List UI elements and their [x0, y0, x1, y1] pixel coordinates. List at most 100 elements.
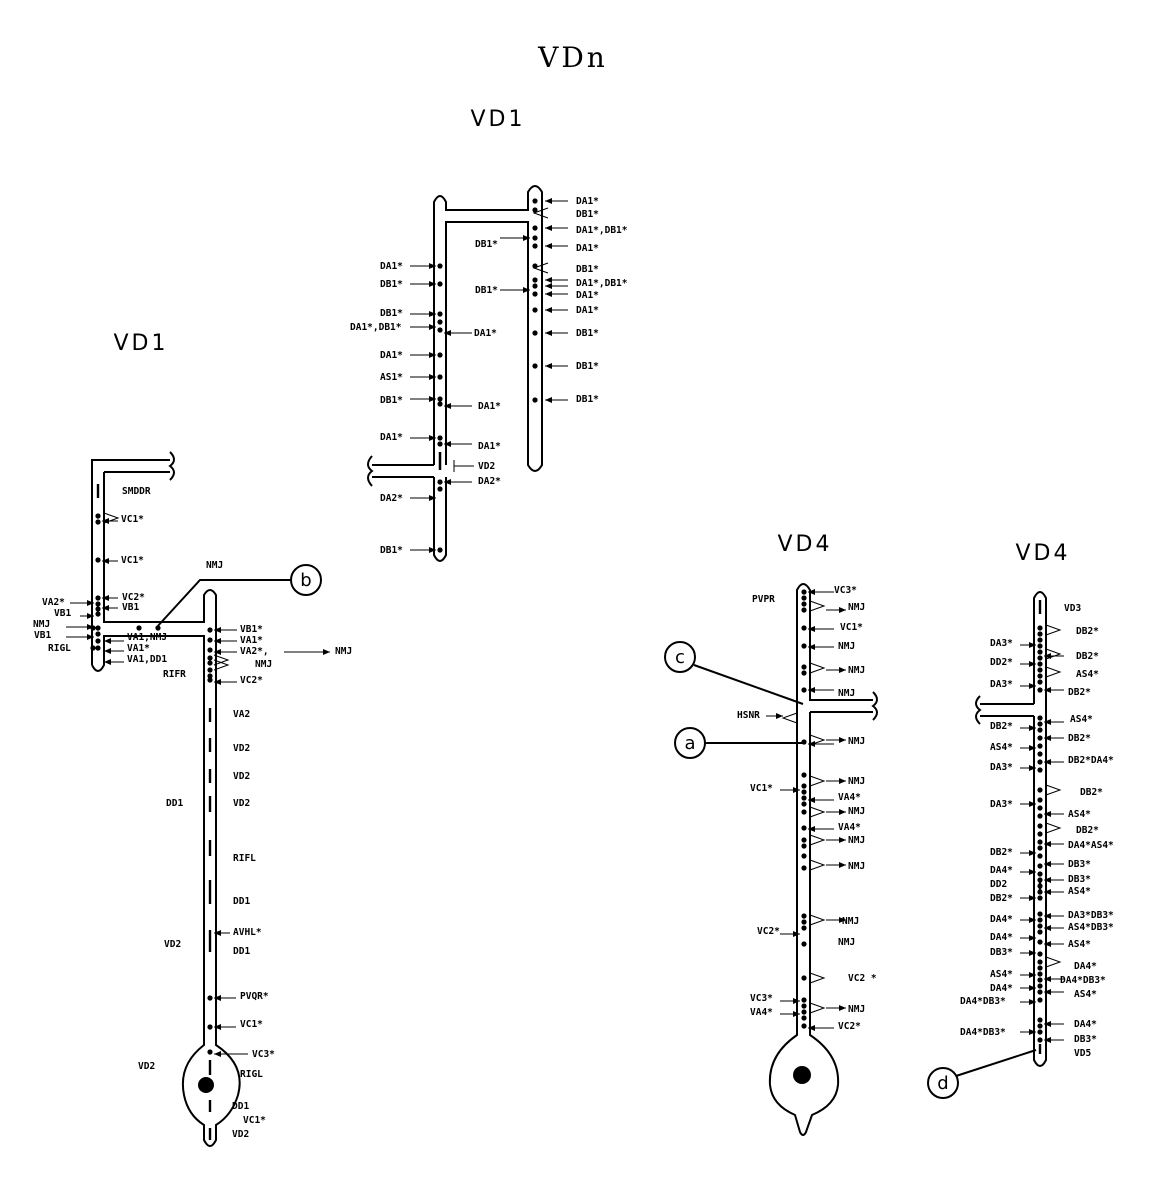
- synapse-chevron: [809, 859, 826, 871]
- vd1-top-label: DA1*: [478, 401, 501, 412]
- synapse-chevron: [809, 662, 826, 674]
- synapse-dot: [437, 547, 443, 553]
- synapse-dot: [801, 1015, 807, 1021]
- synapse-dot: [1037, 971, 1043, 977]
- vd4-mid-label: VA4*: [750, 1007, 773, 1018]
- vd1-left-label: VC2*: [240, 675, 263, 686]
- vd4-mid-label: VC1*: [840, 622, 863, 633]
- vd1-top-label: AS1*: [380, 372, 403, 383]
- synapse-dot: [532, 283, 538, 289]
- synapse-dot: [801, 795, 807, 801]
- synapse-dot: [801, 925, 807, 931]
- synapse-dot: [437, 479, 443, 485]
- synapse-chevron: [213, 654, 230, 666]
- vd4-right-label: DA4*: [990, 914, 1013, 925]
- synapse-dot: [1037, 997, 1043, 1003]
- synapse-chevron: [809, 600, 826, 612]
- synapse-dot: [207, 647, 213, 653]
- vd1-left-label: DD1: [233, 946, 250, 957]
- vd1-left-label: VC1*: [121, 555, 144, 566]
- vd4-mid-label: NMJ: [848, 1004, 865, 1015]
- vd4-right-label: AS4*: [1070, 714, 1093, 725]
- vd2-junction: [453, 460, 474, 472]
- marker-c: c: [664, 641, 804, 705]
- vd1-top-label: VD2: [478, 461, 495, 472]
- synapse-dot: [801, 687, 807, 693]
- synapse-dot: [1037, 637, 1043, 643]
- marker-b: b: [155, 564, 322, 629]
- vd4-right-label: DB3*: [1068, 859, 1091, 870]
- vd1-top-label: DB1*: [475, 285, 498, 296]
- vd1-left-label: VB1*: [240, 624, 263, 635]
- vd1-left-label: RIGL: [48, 643, 71, 654]
- heading-vd1-left: VD1: [114, 331, 169, 356]
- synapse-dot: [1037, 951, 1043, 957]
- vd1-top-label: DB1*: [576, 264, 599, 275]
- synapse-dot: [207, 677, 213, 683]
- vd1-left-label: VA1,NMJ: [127, 632, 167, 643]
- vd4-right-label: DA4*DB3*: [1060, 975, 1106, 986]
- synapse-dot: [136, 625, 142, 631]
- synapse-dot: [95, 519, 101, 525]
- vd1-left-label: VB1: [54, 608, 71, 619]
- synapse-chevron: [1045, 822, 1062, 834]
- vd1-left-label: NMJ: [206, 560, 223, 571]
- synapse-dot: [1037, 805, 1043, 811]
- vd1-top-label: DB1*: [475, 239, 498, 250]
- synapse-dot: [1037, 983, 1043, 989]
- vd1-top-label: DB1*: [380, 279, 403, 290]
- synapse-dot: [1037, 895, 1043, 901]
- synapse-dot: [801, 825, 807, 831]
- synapse-chevron: [809, 806, 826, 818]
- vd4-right-label: DD2*: [990, 657, 1013, 668]
- synapse-dot: [801, 739, 807, 745]
- synapse-dot: [1037, 1017, 1043, 1023]
- synapse-chevron: [809, 1002, 826, 1014]
- synapse-dot: [95, 595, 101, 601]
- vd1-left-label: VC2*: [122, 592, 145, 603]
- vd4-right-labels: VD3 DA3* DB2* DD2* DB2* AS4* DA3* DB2* D…: [960, 603, 1114, 1059]
- synapse-chevron: [532, 207, 549, 219]
- heading-vd4-middle: VD4: [778, 532, 833, 557]
- synapse-dot: [1037, 823, 1043, 829]
- vd4-mid-label: VC3*: [750, 993, 773, 1004]
- synapse-chevron: [809, 834, 826, 846]
- synapse-dot: [801, 1003, 807, 1009]
- synapse-dot: [207, 637, 213, 643]
- synapse-dot: [1037, 767, 1043, 773]
- vd4-right-label: DA4*: [990, 932, 1013, 943]
- vd1-top-label: DA2*: [478, 476, 501, 487]
- synapse-dot: [1037, 917, 1043, 923]
- synapse-dot: [1037, 643, 1043, 649]
- synapse-dot: [532, 235, 538, 241]
- vd1-left-label: RIGL: [240, 1069, 263, 1080]
- synapse-dot: [437, 327, 443, 333]
- vd1-top-labels: DA1* DB1* DA1*,DB1* DB1* DA1* DB1* DA1*,…: [350, 196, 628, 556]
- vd4-right-label: DA4*: [990, 983, 1013, 994]
- vd1-top-label: DB1*: [576, 394, 599, 405]
- synapse-dot: [1037, 813, 1043, 819]
- vd4-right-label: DA4*: [1074, 1019, 1097, 1030]
- vd4-right-label: AS4*: [990, 742, 1013, 753]
- synapse-dot: [437, 441, 443, 447]
- synapse-dot: [95, 557, 101, 563]
- vd4-right-label: AS4*DB3*: [1068, 922, 1114, 933]
- synapse-dot: [207, 673, 213, 679]
- synapse-dot: [801, 941, 807, 947]
- vd4-mid-label: NMJ: [848, 835, 865, 846]
- synapse-dot: [207, 667, 213, 673]
- synapse-dot: [207, 1049, 213, 1055]
- vd1-top-label: DA1*: [576, 243, 599, 254]
- vd1-left-label: VC1*: [240, 1019, 263, 1030]
- synapse-dot: [532, 330, 538, 336]
- synapse-dot: [95, 606, 101, 612]
- synapse-dot: [1037, 929, 1043, 935]
- synapse-dot: [95, 645, 101, 651]
- vd1-left-label: AVHL*: [233, 927, 262, 938]
- synapse-dot: [801, 975, 807, 981]
- synapse-dot: [437, 281, 443, 287]
- synapse-dot: [1037, 871, 1043, 877]
- synapse-dot: [532, 198, 538, 204]
- synapse-dot: [207, 627, 213, 633]
- synapse-dot: [1037, 735, 1043, 741]
